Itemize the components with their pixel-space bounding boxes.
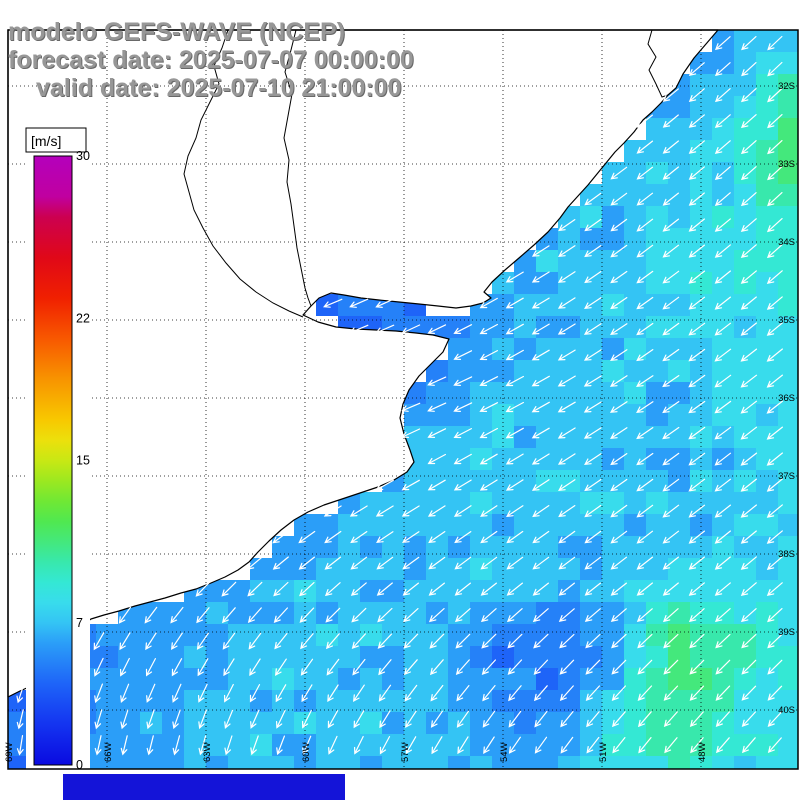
model-title: modelo GEFS-WAVE (NCEP) <box>8 18 346 46</box>
footer-color-strip <box>63 774 345 800</box>
lat-label: 39S <box>778 627 795 638</box>
unit-label-box <box>25 127 87 153</box>
lon-label: 63W <box>202 742 213 762</box>
colorbar-tick-label: 0 <box>76 758 83 772</box>
lat-label: 36S <box>778 393 795 404</box>
colorbar-unit-label: [m/s] <box>31 133 61 149</box>
river-line <box>283 29 312 307</box>
wind-direction-arrows <box>16 35 784 756</box>
lon-label: 60W <box>301 742 312 762</box>
latitude-labels: 32S 33S 34S 35S 36S 37S 38S 39S 40S <box>778 81 795 716</box>
lon-label: 57W <box>400 742 411 762</box>
colorbar-tick-label: 15 <box>76 454 90 468</box>
river-line <box>647 29 669 98</box>
lat-label: 35S <box>778 315 795 326</box>
colorbar-tick-label: 7 <box>76 616 83 630</box>
lon-label: 69W <box>4 742 15 762</box>
lat-label: 32S <box>778 81 795 92</box>
longitude-labels: 69W 66W 63W 60W 57W 54W 51W 48W <box>4 742 708 762</box>
lat-label: 38S <box>778 549 795 560</box>
lat-label: 34S <box>778 237 795 248</box>
lat-label: 40S <box>778 705 795 716</box>
lon-label: 48W <box>697 742 708 762</box>
coastline-land <box>7 29 719 698</box>
lat-label: 33S <box>778 159 795 170</box>
lat-label: 37S <box>778 471 795 482</box>
colorbar-tick-label: 30 <box>76 149 90 163</box>
ocean-speed-field <box>8 30 798 769</box>
map-frame <box>7 29 799 770</box>
forecast-date-label: forecast date: 2025-07-07 00:00:00 <box>8 46 414 74</box>
colorbar-tick-label: 22 <box>76 311 90 325</box>
lon-label: 54W <box>499 742 510 762</box>
river-line <box>183 29 304 318</box>
colorbar-gradient <box>33 155 73 766</box>
lon-label: 51W <box>598 742 609 762</box>
colorbar: [m/s] 30 22 15 7 0 <box>25 122 90 774</box>
valid-date-label: valid date: 2025-07-10 21:00:00 <box>36 74 402 102</box>
lon-label: 66W <box>103 742 114 762</box>
